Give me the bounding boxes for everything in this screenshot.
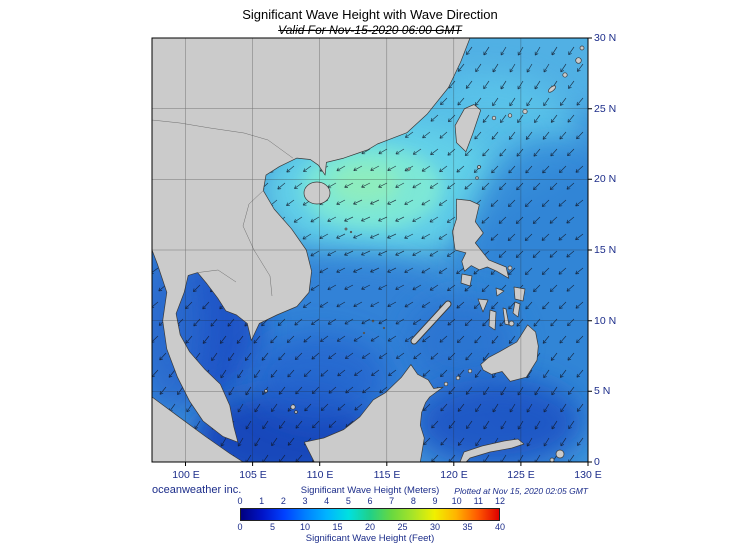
meters-tick: 10 <box>451 496 462 506</box>
colorbar-gradient <box>240 508 500 521</box>
land-hainan <box>303 181 331 205</box>
colorbar-feet-ticks: 0 5 10 15 20 25 30 35 40 <box>237 522 505 533</box>
lon-label-105e: 105 E <box>239 469 267 481</box>
lat-label-0: 0 <box>594 456 600 468</box>
feet-tick: 10 <box>299 522 311 532</box>
meters-tick: 1 <box>259 496 265 506</box>
land-borneo <box>303 364 444 462</box>
colorbar-meters-ticks: 0 1 2 3 4 5 6 7 8 9 10 11 12 <box>237 496 505 507</box>
feet-tick: 20 <box>364 522 376 532</box>
country-borders <box>152 119 294 297</box>
land-sulawesi <box>459 438 525 462</box>
meters-tick: 11 <box>473 496 483 506</box>
chart-title: Significant Wave Height with Wave Direct… <box>242 7 498 22</box>
land-ryukyu-islands <box>491 45 585 121</box>
lat-label-30n: 30 N <box>594 32 617 44</box>
meters-tick: 12 <box>494 496 506 506</box>
colorbar-meters-label: Significant Wave Height (Meters) <box>300 485 440 496</box>
meters-tick: 9 <box>432 496 438 506</box>
feet-tick: 0 <box>237 522 243 532</box>
lon-label-125e: 125 E <box>507 469 535 481</box>
land-luzon <box>452 198 510 279</box>
feet-tick: 15 <box>332 522 343 532</box>
meters-tick: 7 <box>389 496 395 506</box>
meters-tick: 8 <box>410 496 416 506</box>
colorbar-feet-label: Significant Wave Height (Feet) <box>305 533 435 544</box>
land-palawan <box>410 300 452 345</box>
land-taiwan <box>454 104 482 153</box>
feet-tick: 40 <box>494 522 506 532</box>
feet-tick: 30 <box>429 522 441 532</box>
gridlines <box>152 38 588 462</box>
lon-label-110e: 110 E <box>306 469 334 481</box>
landmasses <box>152 38 585 462</box>
chart-valid-time: Valid For Nov-15-2020 06:00 GMT <box>278 23 462 37</box>
wave-height-colorbar: Significant Wave Height (Meters) 0 1 2 3… <box>237 485 505 544</box>
plotted-timestamp: Plotted at Nov 15, 2020 02:05 GMT <box>454 486 588 496</box>
land-small-islands <box>264 165 565 462</box>
lon-label-130e: 130 E <box>574 469 602 481</box>
lat-label-25n: 25 N <box>594 103 617 115</box>
lat-label-10n: 10 N <box>594 315 617 327</box>
feet-tick: 25 <box>397 522 408 532</box>
credit-text: oceanweather inc. <box>152 484 242 496</box>
lat-label-20n: 20 N <box>594 173 617 185</box>
lon-label-120e: 120 E <box>440 469 468 481</box>
land-mainland-asia <box>152 38 471 443</box>
meters-tick: 6 <box>367 496 373 506</box>
land-visayas-islands <box>460 265 526 331</box>
map-svg <box>151 37 592 466</box>
meters-tick: 4 <box>324 496 330 506</box>
lat-label-5n: 5 N <box>594 385 611 397</box>
map-frame <box>151 37 589 463</box>
feet-tick: 5 <box>269 522 276 532</box>
land-sumatra <box>152 396 244 462</box>
lat-label-15n: 15 N <box>594 244 617 256</box>
meters-tick: 0 <box>237 496 243 506</box>
lon-label-100e: 100 E <box>172 469 200 481</box>
map-plot <box>147 33 593 467</box>
meters-tick: 3 <box>302 496 308 506</box>
lon-label-115e: 115 E <box>373 469 401 481</box>
feet-tick: 35 <box>462 522 473 532</box>
axis-ticks <box>185 37 592 466</box>
land-mindanao <box>480 324 539 382</box>
meters-tick: 2 <box>280 496 286 506</box>
meters-tick: 5 <box>345 496 351 506</box>
